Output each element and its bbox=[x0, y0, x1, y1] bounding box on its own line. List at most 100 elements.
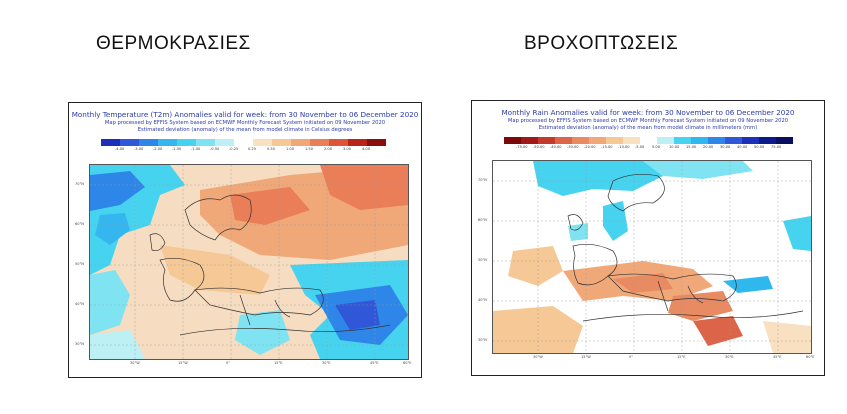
legend-swatch bbox=[215, 139, 234, 146]
temperature-map-graphic bbox=[90, 165, 408, 359]
legend-swatch bbox=[291, 139, 310, 146]
legend-tick-label: -40.00 bbox=[550, 145, 562, 149]
legend-tick-label: -1.50 bbox=[172, 147, 182, 151]
legend-swatch bbox=[158, 139, 177, 146]
legend-swatch bbox=[101, 139, 120, 146]
legend-swatch bbox=[253, 139, 272, 146]
legend-tick-label: 15.00 bbox=[686, 145, 697, 149]
legend-tick-label: -15.00 bbox=[601, 145, 613, 149]
legend-tick-label: 2.00 bbox=[324, 147, 333, 151]
legend-swatch bbox=[759, 137, 776, 144]
legend-tick-label: 20.00 bbox=[703, 145, 714, 149]
longitude-label: 15°W bbox=[178, 361, 188, 365]
latitude-label: 60°N bbox=[75, 222, 84, 226]
legend-tick-label: -30.00 bbox=[567, 145, 579, 149]
temperature-anomaly-map bbox=[89, 164, 409, 360]
longitude-label: 0° bbox=[226, 361, 230, 365]
longitude-label: 0° bbox=[629, 355, 633, 359]
legend-tick-label: 3.00 bbox=[343, 147, 352, 151]
rainfall-map-title: Monthly Rain Anomalies valid for week: f… bbox=[501, 108, 795, 117]
rainfall-color-legend bbox=[504, 137, 793, 144]
legend-tick-label: 10.00 bbox=[669, 145, 680, 149]
legend-tick-label: 4.00 bbox=[362, 147, 371, 151]
rainfall-map-graphic bbox=[493, 161, 811, 353]
legend-swatch bbox=[589, 137, 606, 144]
longitude-label: 45°E bbox=[773, 355, 782, 359]
legend-swatch bbox=[538, 137, 555, 144]
legend-tick-label: -1.00 bbox=[191, 147, 201, 151]
longitude-label: 30°W bbox=[130, 361, 140, 365]
legend-tick-label: 0.50 bbox=[267, 147, 276, 151]
temperature-map-subtitle-2: Estimated deviation (anomaly) of the mea… bbox=[137, 127, 353, 133]
temperature-color-legend bbox=[101, 139, 386, 146]
latitude-label: 70°N bbox=[75, 182, 84, 186]
legend-tick-label: -10.00 bbox=[618, 145, 630, 149]
legend-tick-label: -0.25 bbox=[229, 147, 239, 151]
longitude-label: 30°E bbox=[725, 355, 734, 359]
rainfall-map-subtitle-1: Map processed by EFFIS System based on E… bbox=[507, 118, 789, 124]
legend-tick-label: -75.00 bbox=[516, 145, 528, 149]
longitude-label: 60°E bbox=[403, 361, 412, 365]
legend-tick-label: -20.00 bbox=[584, 145, 596, 149]
legend-tick-label: 75.00 bbox=[771, 145, 782, 149]
legend-swatch bbox=[691, 137, 708, 144]
legend-tick-label: 50.00 bbox=[754, 145, 765, 149]
legend-swatch bbox=[504, 137, 521, 144]
legend-swatch bbox=[348, 139, 367, 146]
legend-tick-label: 40.00 bbox=[737, 145, 748, 149]
latitude-label: 40°N bbox=[478, 298, 487, 302]
legend-swatch bbox=[196, 139, 215, 146]
latitude-label: 40°N bbox=[75, 302, 84, 306]
legend-swatch bbox=[329, 139, 348, 146]
legend-swatch bbox=[272, 139, 291, 146]
rainfall-map-subtitle-2: Estimated deviation (anomaly) of the mea… bbox=[538, 125, 758, 131]
legend-swatch bbox=[640, 137, 657, 144]
longitude-label: 15°E bbox=[677, 355, 686, 359]
temperature-map-title: Monthly Temperature (T2m) Anomalies vali… bbox=[71, 110, 419, 119]
latitude-label: 30°N bbox=[478, 338, 487, 342]
legend-swatch bbox=[572, 137, 589, 144]
legend-tick-label: 1.50 bbox=[305, 147, 314, 151]
rainfall-map-panel: Monthly Rain Anomalies valid for week: f… bbox=[471, 100, 825, 376]
latitude-label: 60°N bbox=[478, 218, 487, 222]
longitude-label: 15°E bbox=[274, 361, 283, 365]
longitude-label: 30°W bbox=[533, 355, 543, 359]
legend-swatch bbox=[521, 137, 538, 144]
legend-swatch bbox=[120, 139, 139, 146]
temperature-map-panel: Monthly Temperature (T2m) Anomalies vali… bbox=[68, 102, 422, 378]
legend-swatch bbox=[139, 139, 158, 146]
legend-swatch bbox=[742, 137, 759, 144]
legend-swatch bbox=[177, 139, 196, 146]
legend-swatch bbox=[674, 137, 691, 144]
legend-swatch bbox=[657, 137, 674, 144]
legend-tick-label: -4.00 bbox=[115, 147, 125, 151]
legend-tick-label: -5.00 bbox=[635, 145, 645, 149]
legend-swatch bbox=[776, 137, 793, 144]
legend-swatch bbox=[234, 139, 253, 146]
longitude-label: 30°E bbox=[322, 361, 331, 365]
latitude-label: 50°N bbox=[478, 258, 487, 262]
legend-tick-label: -3.00 bbox=[134, 147, 144, 151]
latitude-label: 50°N bbox=[75, 262, 84, 266]
latitude-label: 70°N bbox=[478, 178, 487, 182]
legend-swatch bbox=[310, 139, 329, 146]
longitude-label: 60°E bbox=[806, 355, 815, 359]
temperature-heading: ΘΕΡΜΟΚΡΑΣΙΕΣ bbox=[96, 33, 251, 54]
legend-tick-label: 1.00 bbox=[286, 147, 295, 151]
legend-tick-label: 30.00 bbox=[720, 145, 731, 149]
temperature-map-subtitle-1: Map processed by EFFIS System based on E… bbox=[104, 120, 386, 126]
legend-tick-label: 5.00 bbox=[652, 145, 661, 149]
legend-swatch bbox=[623, 137, 640, 144]
legend-tick-label: -50.00 bbox=[533, 145, 545, 149]
legend-swatch bbox=[725, 137, 742, 144]
longitude-label: 45°E bbox=[370, 361, 379, 365]
legend-swatch bbox=[367, 139, 386, 146]
rainfall-anomaly-map bbox=[492, 160, 812, 354]
longitude-label: 15°W bbox=[581, 355, 591, 359]
legend-tick-label: 0.25 bbox=[248, 147, 257, 151]
legend-swatch bbox=[606, 137, 623, 144]
legend-tick-label: -2.00 bbox=[153, 147, 163, 151]
rainfall-heading: ΒΡΟΧΟΠΤΩΣΕΙΣ bbox=[524, 33, 679, 54]
legend-swatch bbox=[555, 137, 572, 144]
legend-tick-label: -0.50 bbox=[210, 147, 220, 151]
